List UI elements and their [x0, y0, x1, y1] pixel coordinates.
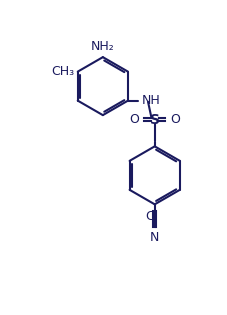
- Text: O: O: [129, 113, 138, 126]
- Text: NH₂: NH₂: [91, 40, 114, 53]
- Text: S: S: [149, 112, 159, 127]
- Text: CH₃: CH₃: [51, 65, 74, 78]
- Text: N: N: [149, 231, 159, 244]
- Text: O: O: [170, 113, 179, 126]
- Text: NH: NH: [141, 94, 159, 107]
- Text: C: C: [145, 210, 153, 223]
